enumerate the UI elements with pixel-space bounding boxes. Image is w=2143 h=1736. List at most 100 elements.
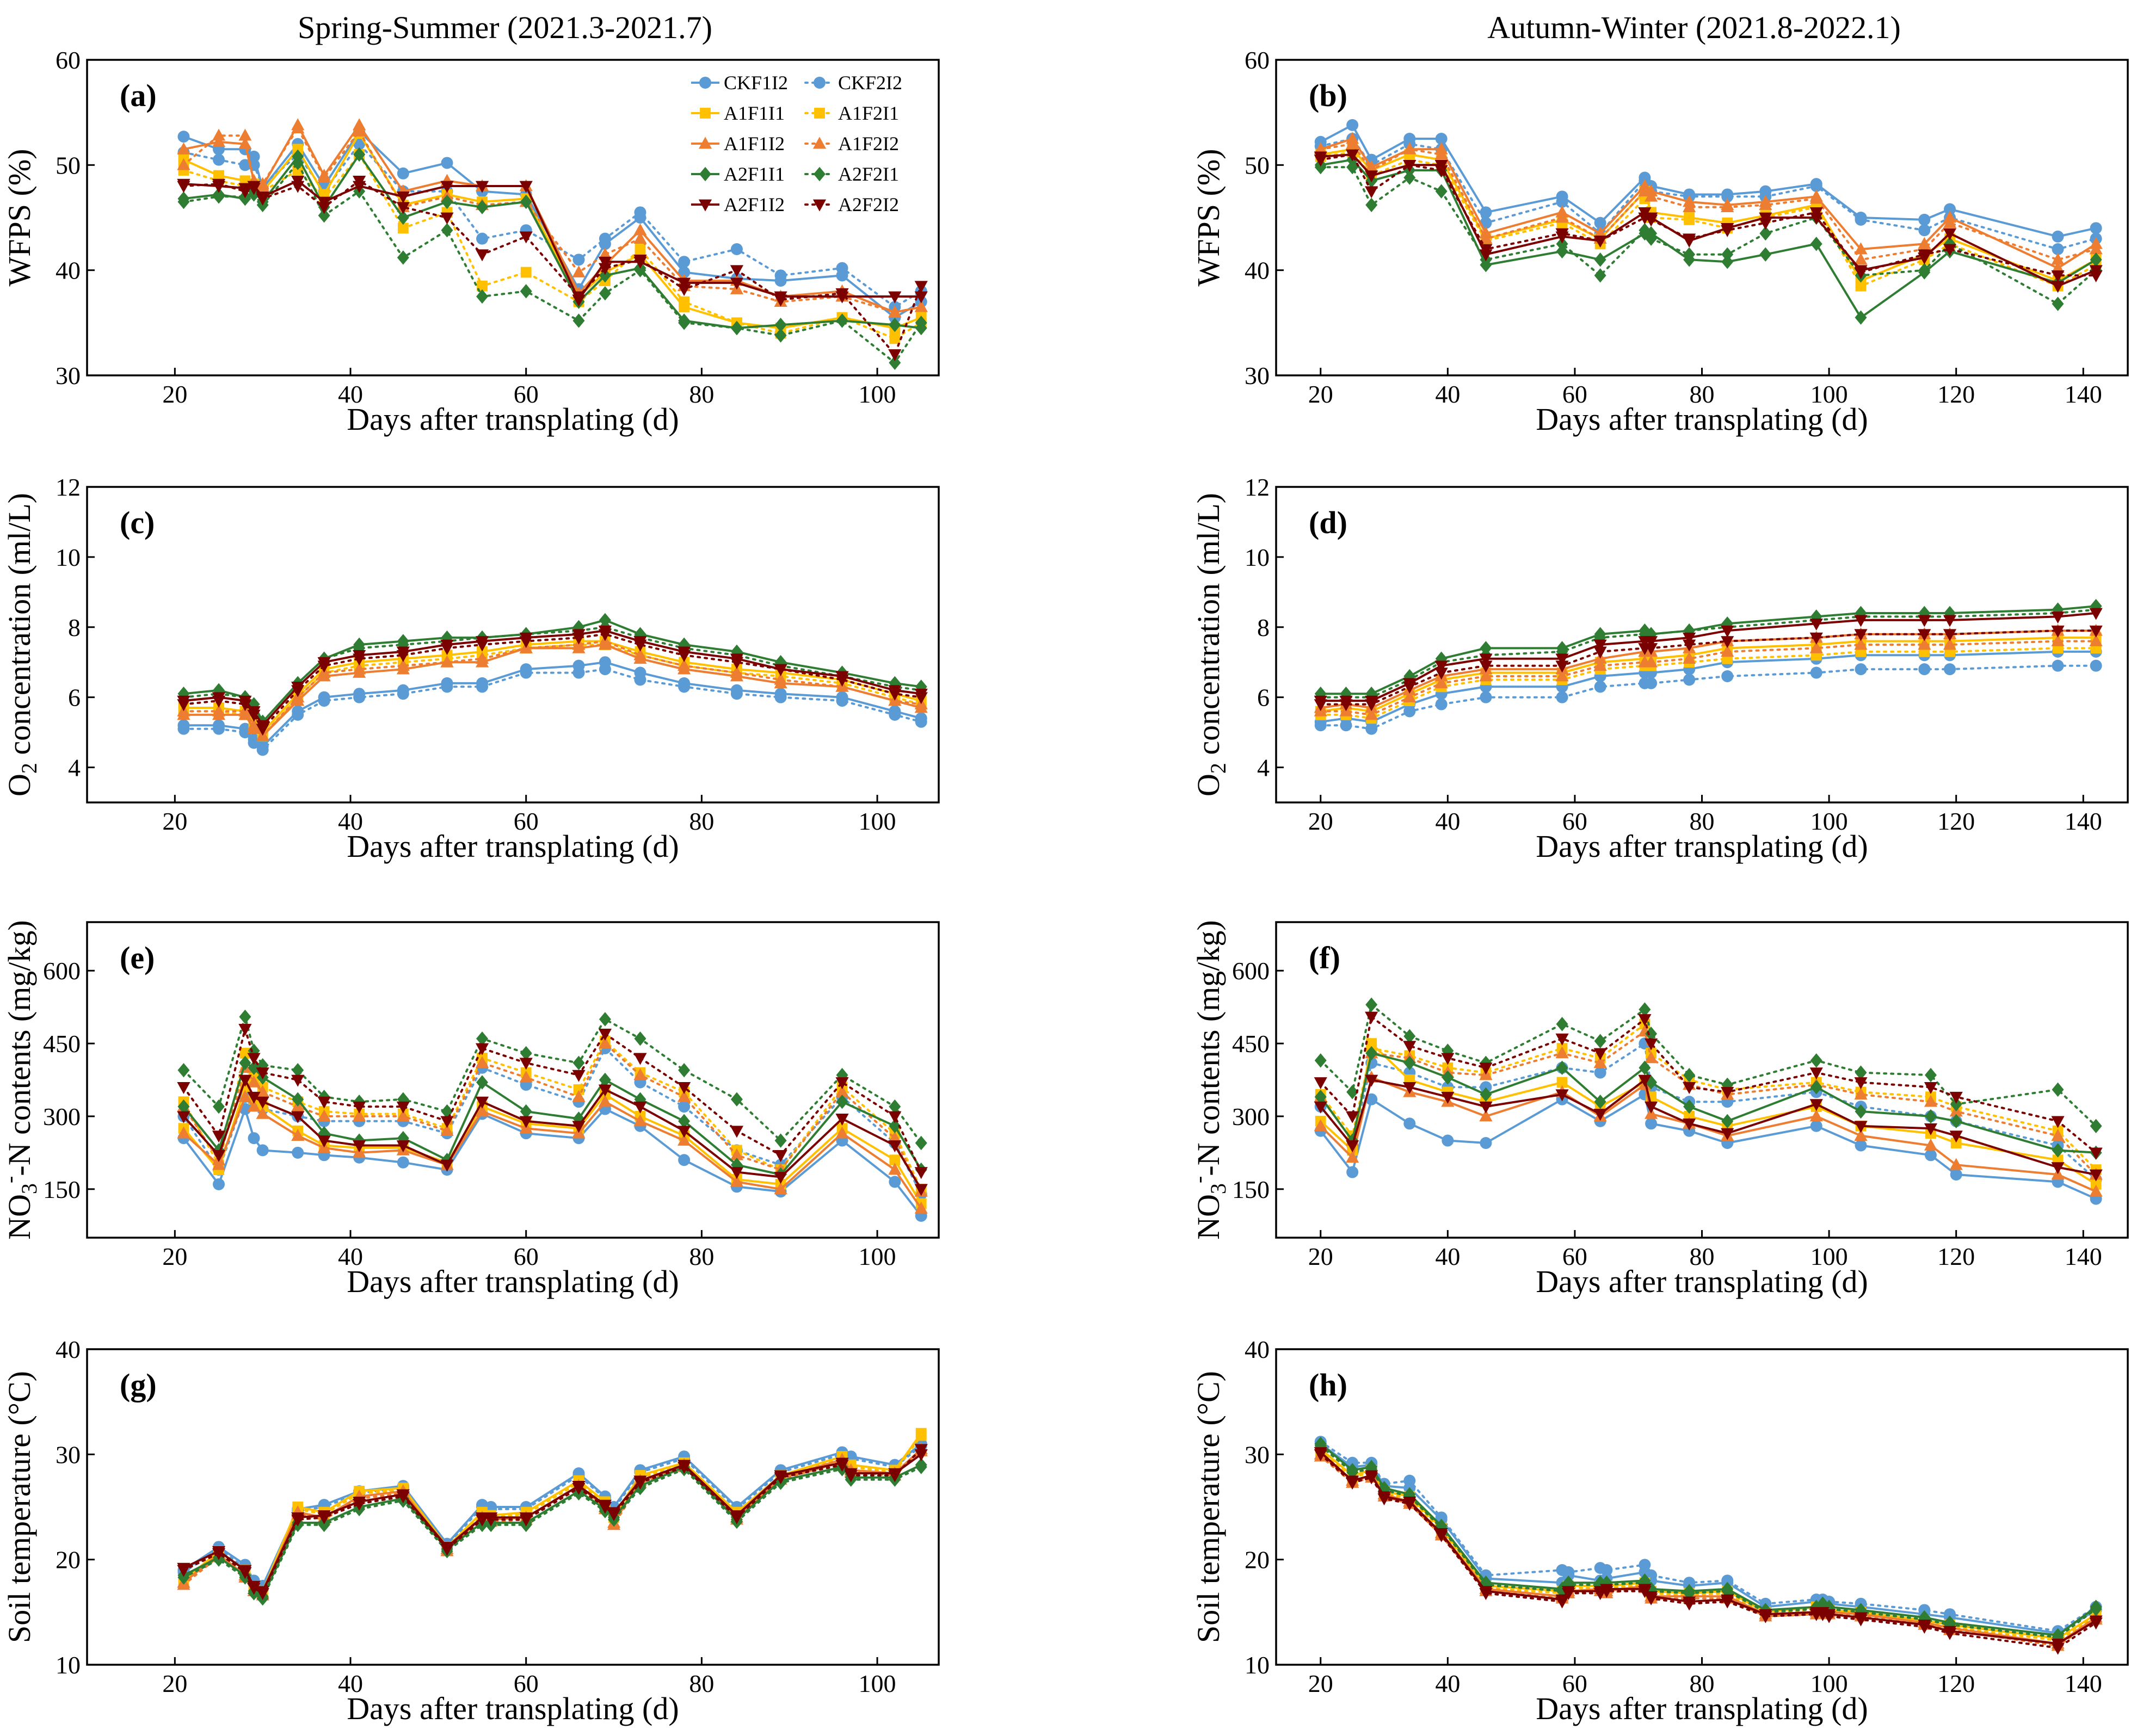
data-point	[914, 1184, 928, 1196]
legend-label: A2F2I1	[838, 163, 899, 185]
data-point	[1346, 1085, 1359, 1099]
data-point	[836, 313, 848, 328]
y-tick-label: 40	[56, 1336, 81, 1363]
data-point	[1346, 137, 1359, 150]
x-axis-title: Days after transplating (d)	[1536, 401, 1868, 437]
data-point	[598, 248, 612, 260]
data-point	[1854, 615, 1868, 627]
series-A1F2I2	[1314, 137, 2103, 265]
data-point	[1555, 1596, 1569, 1609]
data-point	[1314, 1077, 1327, 1090]
data-point	[292, 708, 304, 721]
data-point	[599, 232, 611, 245]
data-point	[212, 704, 226, 716]
data-point	[1950, 1169, 1962, 1181]
x-tick-label: 40	[338, 1243, 363, 1270]
data-point	[844, 1470, 858, 1482]
chart-panel-h: 20 40 60 80 100 120 140 10 20 30 40 Days after tran…	[1191, 1336, 2129, 1726]
data-point	[353, 138, 366, 150]
x-tick-label: 120	[1937, 807, 1975, 835]
data-point	[888, 1131, 902, 1144]
series-A2F2I2	[1314, 1449, 2103, 1655]
series-A1F2I2	[177, 1036, 928, 1197]
data-point	[835, 675, 849, 687]
data-point	[2090, 222, 2102, 234]
panel-label: (f)	[1309, 940, 1340, 975]
data-point	[247, 1053, 261, 1065]
data-point	[2089, 270, 2103, 282]
y-tick-label: 10	[56, 1651, 81, 1679]
data-point	[440, 1124, 454, 1136]
data-point	[1683, 1067, 1696, 1083]
data-point	[730, 1126, 744, 1138]
data-point	[1924, 1082, 1938, 1095]
series-CKF2I2	[177, 1440, 927, 1595]
data-point	[396, 1101, 410, 1114]
data-point	[397, 250, 409, 265]
y-tick-label: 40	[1245, 257, 1270, 285]
y-tick-label: 20	[1245, 1546, 1270, 1574]
data-point	[1593, 659, 1607, 671]
plot-frame	[1275, 486, 2129, 804]
data-point	[177, 1111, 190, 1123]
data-point	[634, 263, 646, 277]
data-point	[2090, 1602, 2102, 1616]
x-tick-label: 100	[1811, 807, 1848, 835]
y-tick-label: 150	[1232, 1176, 1270, 1203]
data-point	[247, 1091, 261, 1104]
x-tick-label: 20	[162, 807, 187, 835]
data-point	[1639, 223, 1651, 238]
data-point	[177, 1062, 190, 1078]
series-A1F2I1	[178, 1430, 927, 1599]
data-point	[1683, 1099, 1696, 1114]
data-point	[1314, 1101, 1327, 1114]
y-tick-label: 12	[1245, 473, 1270, 501]
data-point	[1346, 160, 1359, 175]
series-line	[1319, 629, 2097, 706]
data-point	[177, 699, 190, 712]
data-point	[1644, 189, 1658, 202]
data-point	[247, 709, 261, 722]
data-point	[1555, 228, 1569, 240]
data-point	[1683, 674, 1696, 686]
legend-marker	[698, 199, 712, 212]
series-A1F1I1	[1315, 1443, 2102, 1644]
data-point	[730, 665, 744, 678]
data-point	[678, 316, 691, 330]
data-point	[678, 266, 691, 279]
data-point	[1683, 247, 1696, 262]
x-tick-label: 20	[162, 1670, 187, 1697]
data-point	[1346, 1140, 1359, 1153]
data-point	[1403, 1055, 1416, 1070]
data-point	[1365, 170, 1378, 183]
data-point	[520, 1104, 532, 1119]
data-point	[1403, 142, 1417, 155]
data-point	[1645, 231, 1658, 246]
data-point	[177, 131, 190, 143]
data-point	[1943, 629, 1957, 641]
data-point	[1943, 216, 1957, 228]
data-point	[1555, 211, 1569, 223]
panel-label: (d)	[1309, 505, 1347, 540]
data-point	[1721, 645, 1734, 657]
data-point	[914, 291, 928, 304]
data-point	[520, 267, 532, 278]
data-point	[1721, 1596, 1734, 1609]
data-point	[441, 681, 453, 693]
data-point	[1479, 660, 1493, 673]
data-point	[1721, 247, 1734, 262]
data-point	[238, 1023, 252, 1036]
data-point	[1943, 228, 1957, 240]
series-A1F1I1	[178, 128, 927, 333]
data-point	[2051, 1128, 2065, 1141]
data-point	[397, 1156, 409, 1169]
data-point	[835, 1077, 849, 1090]
data-point	[1854, 1088, 1868, 1100]
data-point	[1854, 629, 1868, 641]
y-axis-title: O2 concentration (ml/L)	[1191, 493, 1230, 796]
data-point	[888, 1111, 902, 1123]
y-tick-label: 4	[68, 754, 81, 782]
data-point	[1403, 705, 1416, 718]
